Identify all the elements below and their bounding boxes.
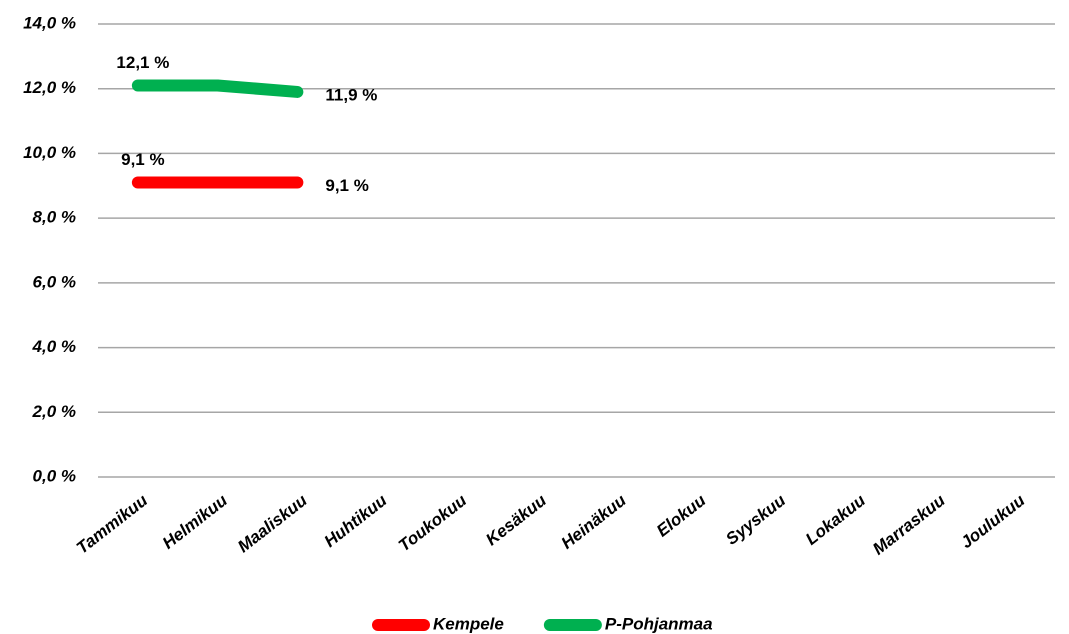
y-tick-label: 8,0 % xyxy=(33,208,76,227)
x-tick-label: Elokuu xyxy=(653,490,710,540)
y-tick-label: 2,0 % xyxy=(32,402,76,421)
x-tick-label: Heinäkuu xyxy=(558,490,630,552)
x-tick-label: Maaliskuu xyxy=(234,490,311,556)
y-tick-label: 14,0 % xyxy=(23,13,76,32)
x-tick-label: Joulukuu xyxy=(957,490,1029,552)
x-tick-label: Marraskuu xyxy=(869,490,949,558)
x-tick-label: Lokakuu xyxy=(802,490,869,548)
x-tick-label: Helmikuu xyxy=(159,490,231,552)
data-label: 11,9 % xyxy=(325,85,377,104)
series-line xyxy=(131,79,304,98)
y-tick-label: 10,0 % xyxy=(23,143,76,162)
y-tick-label: 4,0 % xyxy=(32,337,76,356)
y-tick-label: 0,0 % xyxy=(33,466,76,485)
x-tick-label: Tammikuu xyxy=(73,490,152,557)
data-label: 12,1 % xyxy=(116,53,169,72)
y-tick-label: 12,0 % xyxy=(23,78,76,97)
legend-label: Kempele xyxy=(433,614,504,633)
x-tick-label: Kesäkuu xyxy=(482,490,550,549)
data-label: 9,1 % xyxy=(325,176,368,195)
y-tick-label: 6,0 % xyxy=(33,272,76,291)
x-tick-label: Toukokuu xyxy=(395,490,471,555)
data-label: 9,1 % xyxy=(121,150,164,169)
x-tick-label: Syyskuu xyxy=(722,490,789,548)
x-tick-label: Huhtikuu xyxy=(321,490,391,551)
legend-label: P-Pohjanmaa xyxy=(605,614,713,633)
